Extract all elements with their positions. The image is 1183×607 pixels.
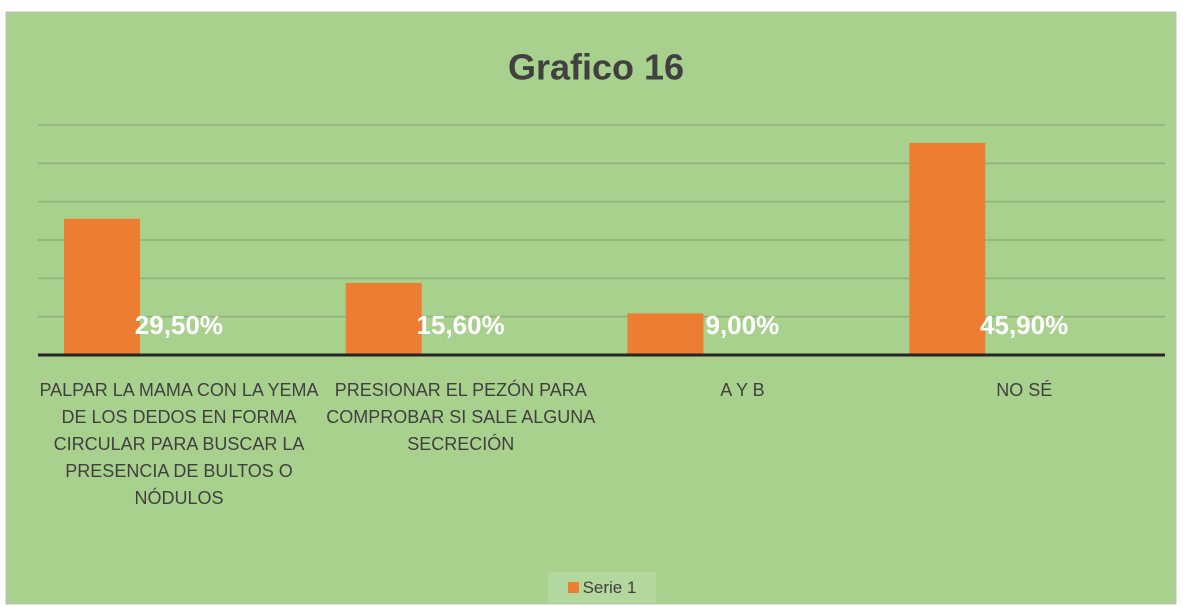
- x-tick-label: A Y B: [720, 380, 765, 400]
- bar: [909, 143, 986, 355]
- value-label: 15,60%: [417, 310, 505, 340]
- value-label: 45,90%: [980, 310, 1068, 340]
- chart-title: Grafico 16: [508, 47, 684, 88]
- bar: [627, 313, 704, 355]
- x-tick-label: PRESIONAR EL PEZÓN PARA COMPROBAR SI SAL…: [326, 380, 596, 454]
- legend: Serie 1: [548, 572, 656, 603]
- legend-label: Serie 1: [582, 577, 637, 597]
- bar: [345, 282, 422, 355]
- value-label: 29,50%: [135, 310, 223, 340]
- legend-swatch: [567, 582, 579, 593]
- value-label: 9,00%: [706, 310, 780, 340]
- bar: [64, 218, 140, 355]
- chart-background: [5, 11, 1177, 605]
- x-tick-label: PALPAR LA MAMA CON LA YEMA DE LOS DEDOS …: [39, 380, 319, 508]
- x-tick-label: NO SÉ: [996, 380, 1053, 400]
